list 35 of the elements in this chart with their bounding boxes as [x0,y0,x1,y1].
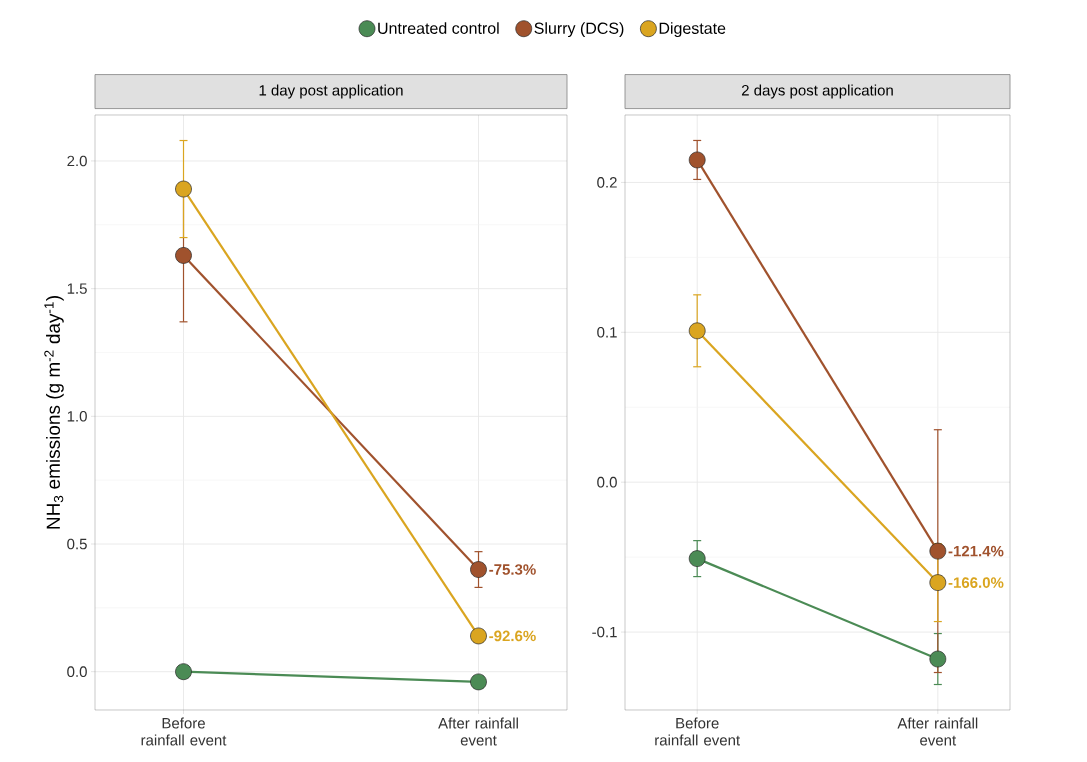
x-tick-label: Before rainfall event [141,717,227,746]
point [929,542,947,560]
point [470,627,487,645]
annotation: -166.0% [948,577,1004,588]
y-tick-label: 1.0 [67,411,87,422]
y-tick-label: 0.1 [597,326,617,338]
point [175,180,192,198]
point [470,673,487,691]
chart-title: 1 day post application [259,84,403,99]
annotation: -75.3% [489,564,536,575]
legend-label: Digestate [659,22,726,38]
y-tick-label: 1.5 [67,283,87,294]
y-tick-label: -0.1 [592,626,617,638]
x-tick-label: After rainfall event [438,717,518,746]
y-axis-title: NH$_{3}$ emissions (g m$^{-2}$ day$^{-1}$) [44,296,64,529]
point [175,247,192,264]
chart-title: 2 days post application [741,84,893,99]
legend-label: Untreated control [378,22,499,34]
y-tick-label: 0.0 [597,476,617,488]
point [688,151,706,169]
point [688,322,706,340]
point [929,650,947,668]
y-tick-label: 0.2 [597,177,617,188]
legend-label: Slurry (DCS) [534,22,624,38]
annotation: -121.4% [948,545,1004,557]
point [175,663,192,681]
x-tick-label: After rainfall event [897,717,978,746]
point [929,574,947,591]
y-tick-label: 2.0 [67,155,87,167]
annotation: -92.6% [489,630,536,642]
y-tick-label: 0.0 [67,666,87,677]
y-tick-label: 0.5 [67,538,87,550]
point [688,550,706,567]
point [470,561,487,578]
x-tick-label: Before rainfall event [655,717,740,746]
